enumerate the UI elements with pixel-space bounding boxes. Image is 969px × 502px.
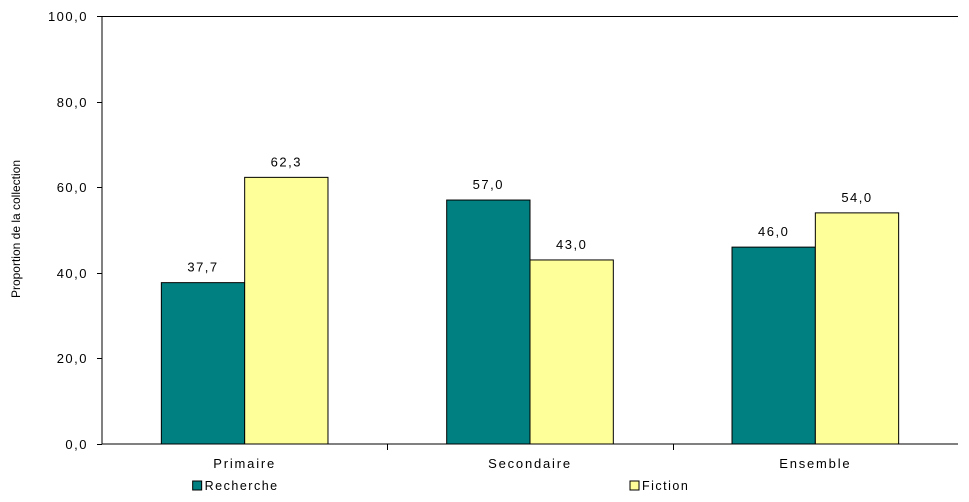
x-category-label: Primaire	[213, 456, 276, 471]
bar-fiction-ensemble	[814, 212, 900, 445]
y-tick-label: 80,0	[57, 95, 88, 110]
bar-recherche-ensemble	[731, 246, 816, 445]
x-category-label: Ensemble	[779, 456, 851, 471]
axes: 0,0 20,0 40,0 60,0 80,0 100,0 Primaire Secondai…	[48, 9, 958, 471]
bars	[160, 176, 900, 445]
legend: Recherche Fiction	[192, 479, 689, 493]
legend-item-fiction: Fiction	[629, 479, 689, 493]
bar-recherche-secondaire	[446, 199, 531, 445]
data-label: 37,7	[187, 260, 218, 275]
data-label: 46,0	[758, 224, 789, 239]
legend-label: Recherche	[205, 479, 279, 493]
y-tick-label: 40,0	[57, 266, 88, 281]
legend-label: Fiction	[642, 479, 689, 493]
data-labels: 37,7 62,3 57,0 43,0 46,0 54,0	[187, 154, 872, 275]
x-category-label: Secondaire	[488, 456, 572, 471]
data-label: 62,3	[271, 154, 302, 169]
y-tick-label: 0,0	[65, 437, 88, 452]
data-label: 54,0	[841, 190, 872, 205]
y-tick-label: 60,0	[57, 180, 88, 195]
legend-item-recherche: Recherche	[192, 479, 279, 493]
y-tick-label: 20,0	[57, 351, 88, 366]
data-label: 43,0	[556, 237, 587, 252]
bar-fiction-secondaire	[529, 259, 614, 445]
data-label: 57,0	[473, 177, 504, 192]
y-tick-label: 100,0	[48, 9, 88, 24]
bar-recherche-primaire	[160, 282, 246, 445]
bar-fiction-primaire	[244, 176, 329, 445]
legend-swatch-fiction	[629, 480, 640, 491]
legend-swatch-recherche	[192, 480, 203, 491]
y-axis-title: Proportion de la collection	[9, 160, 23, 298]
